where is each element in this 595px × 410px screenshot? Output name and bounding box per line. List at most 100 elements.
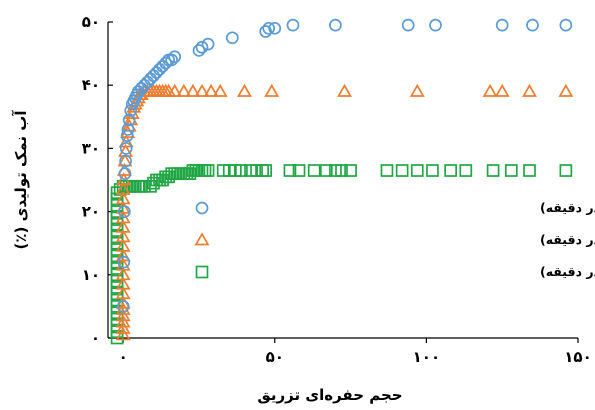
triangle-marker [115, 229, 131, 243]
square-marker [410, 164, 424, 177]
legend-label: آزمایش ۴ (شدت جریان ۵ میلی‌لیتر در دقیقه… [540, 264, 595, 279]
legend-label: آزمایش ۳ (شدت جریان ۱۰ میلی‌لیتر در دقیق… [540, 232, 595, 247]
triangle-marker [337, 83, 352, 97]
legend-circle-swatch [195, 201, 209, 215]
triangle-marker [482, 83, 498, 97]
triangle-marker [115, 238, 131, 252]
y-tick-label: ۴۰ [82, 76, 100, 94]
x-ticks: ۰ ۵۰ ۱۰۰ ۱۵۰ [119, 338, 592, 366]
circle-marker [429, 18, 442, 32]
triangle-marker [115, 308, 131, 322]
square-marker [283, 164, 297, 177]
triangle-marker [236, 83, 252, 97]
triangle-marker [522, 83, 537, 97]
triangle-marker [409, 83, 425, 97]
circle-marker [159, 56, 172, 70]
circle-marker [559, 18, 573, 32]
triangle-marker [115, 181, 131, 195]
square-marker [307, 164, 321, 177]
triangle-marker [167, 83, 183, 97]
plot-area: ۰ ۱۰ ۲۰ ۳۰ ۴۰ ۵۰ ۰ ۵۰ ۱۰۰ ۱۵۰ [82, 13, 592, 366]
circle-marker [165, 53, 179, 67]
square-marker [459, 164, 473, 177]
circle-marker [168, 50, 182, 64]
square-marker [486, 164, 500, 177]
square-marker [201, 164, 215, 177]
circle-marker [118, 205, 131, 218]
triangle-marker [115, 314, 131, 328]
triangle-marker [115, 257, 131, 271]
circle-marker [201, 37, 215, 51]
circle-marker [119, 154, 132, 168]
triangle-marker [185, 83, 201, 97]
x-tick-label: ۱۵۰ [564, 348, 591, 366]
circle-marker [144, 72, 157, 86]
series-2 [115, 83, 574, 341]
triangle-marker [176, 83, 192, 97]
circle-marker [526, 18, 539, 32]
triangle-marker [115, 191, 131, 205]
square-marker [259, 164, 273, 177]
square-marker [559, 164, 573, 177]
square-marker [395, 164, 409, 177]
x-axis-title: حجم حفره‌ای تزریق [257, 386, 402, 404]
triangle-marker [115, 286, 131, 300]
triangle-marker [117, 153, 133, 167]
y-tick-label: ۰ [91, 329, 100, 347]
triangle-marker [203, 83, 219, 97]
triangle-marker [212, 83, 228, 97]
circle-marker [116, 300, 130, 313]
triangle-marker [494, 83, 510, 97]
y-tick-label: ۱۰ [82, 266, 100, 284]
circle-marker [401, 18, 415, 32]
triangle-marker [194, 83, 210, 97]
circle-marker [147, 69, 160, 83]
circle-marker [262, 21, 276, 35]
y-axis-title: آب نمک تولیدی (٪) [12, 110, 30, 250]
x-tick-label: ۵۰ [266, 348, 284, 366]
square-marker [292, 164, 306, 177]
square-marker [319, 164, 333, 177]
circle-marker [150, 66, 163, 79]
circle-marker [119, 142, 133, 155]
series-1 [116, 18, 573, 313]
legend-triangle-swatch [194, 232, 210, 246]
square-marker [380, 164, 394, 177]
triangle-marker [264, 83, 280, 97]
circle-marker [495, 18, 509, 32]
triangle-marker [115, 301, 131, 315]
y-ticks: ۰ ۱۰ ۲۰ ۳۰ ۴۰ ۵۰ [82, 13, 113, 347]
series-3 [110, 164, 573, 345]
square-marker [235, 164, 248, 177]
circle-marker [118, 167, 132, 181]
triangle-marker [115, 219, 131, 233]
circle-marker [120, 129, 134, 143]
y-tick-label: ۳۰ [82, 139, 100, 157]
y-tick-label: ۲۰ [82, 203, 100, 221]
circle-marker [192, 44, 206, 57]
circle-marker [268, 21, 282, 35]
circle-marker [117, 255, 131, 269]
square-marker [344, 164, 357, 177]
circle-marker [122, 113, 136, 127]
legend-square-swatch [195, 265, 209, 279]
square-marker [504, 164, 518, 177]
square-marker [444, 164, 457, 177]
legend: آزمایش ۲ (شدت جریان ۲۰ میلی‌لیتر در دقیق… [194, 200, 595, 279]
circle-marker [329, 18, 342, 32]
x-tick-label: ۱۰۰ [413, 348, 440, 366]
x-tick-label: ۰ [119, 348, 128, 366]
square-marker [523, 164, 536, 177]
triangle-marker [115, 327, 131, 341]
square-marker [335, 164, 348, 177]
triangle-marker [115, 276, 131, 290]
triangle-marker [115, 320, 131, 334]
circle-marker [225, 31, 239, 45]
circle-marker [153, 63, 166, 76]
triangle-marker [115, 248, 131, 262]
circle-marker [286, 18, 300, 32]
circle-marker [121, 123, 135, 136]
series-layer [110, 18, 574, 345]
square-marker [426, 164, 439, 177]
